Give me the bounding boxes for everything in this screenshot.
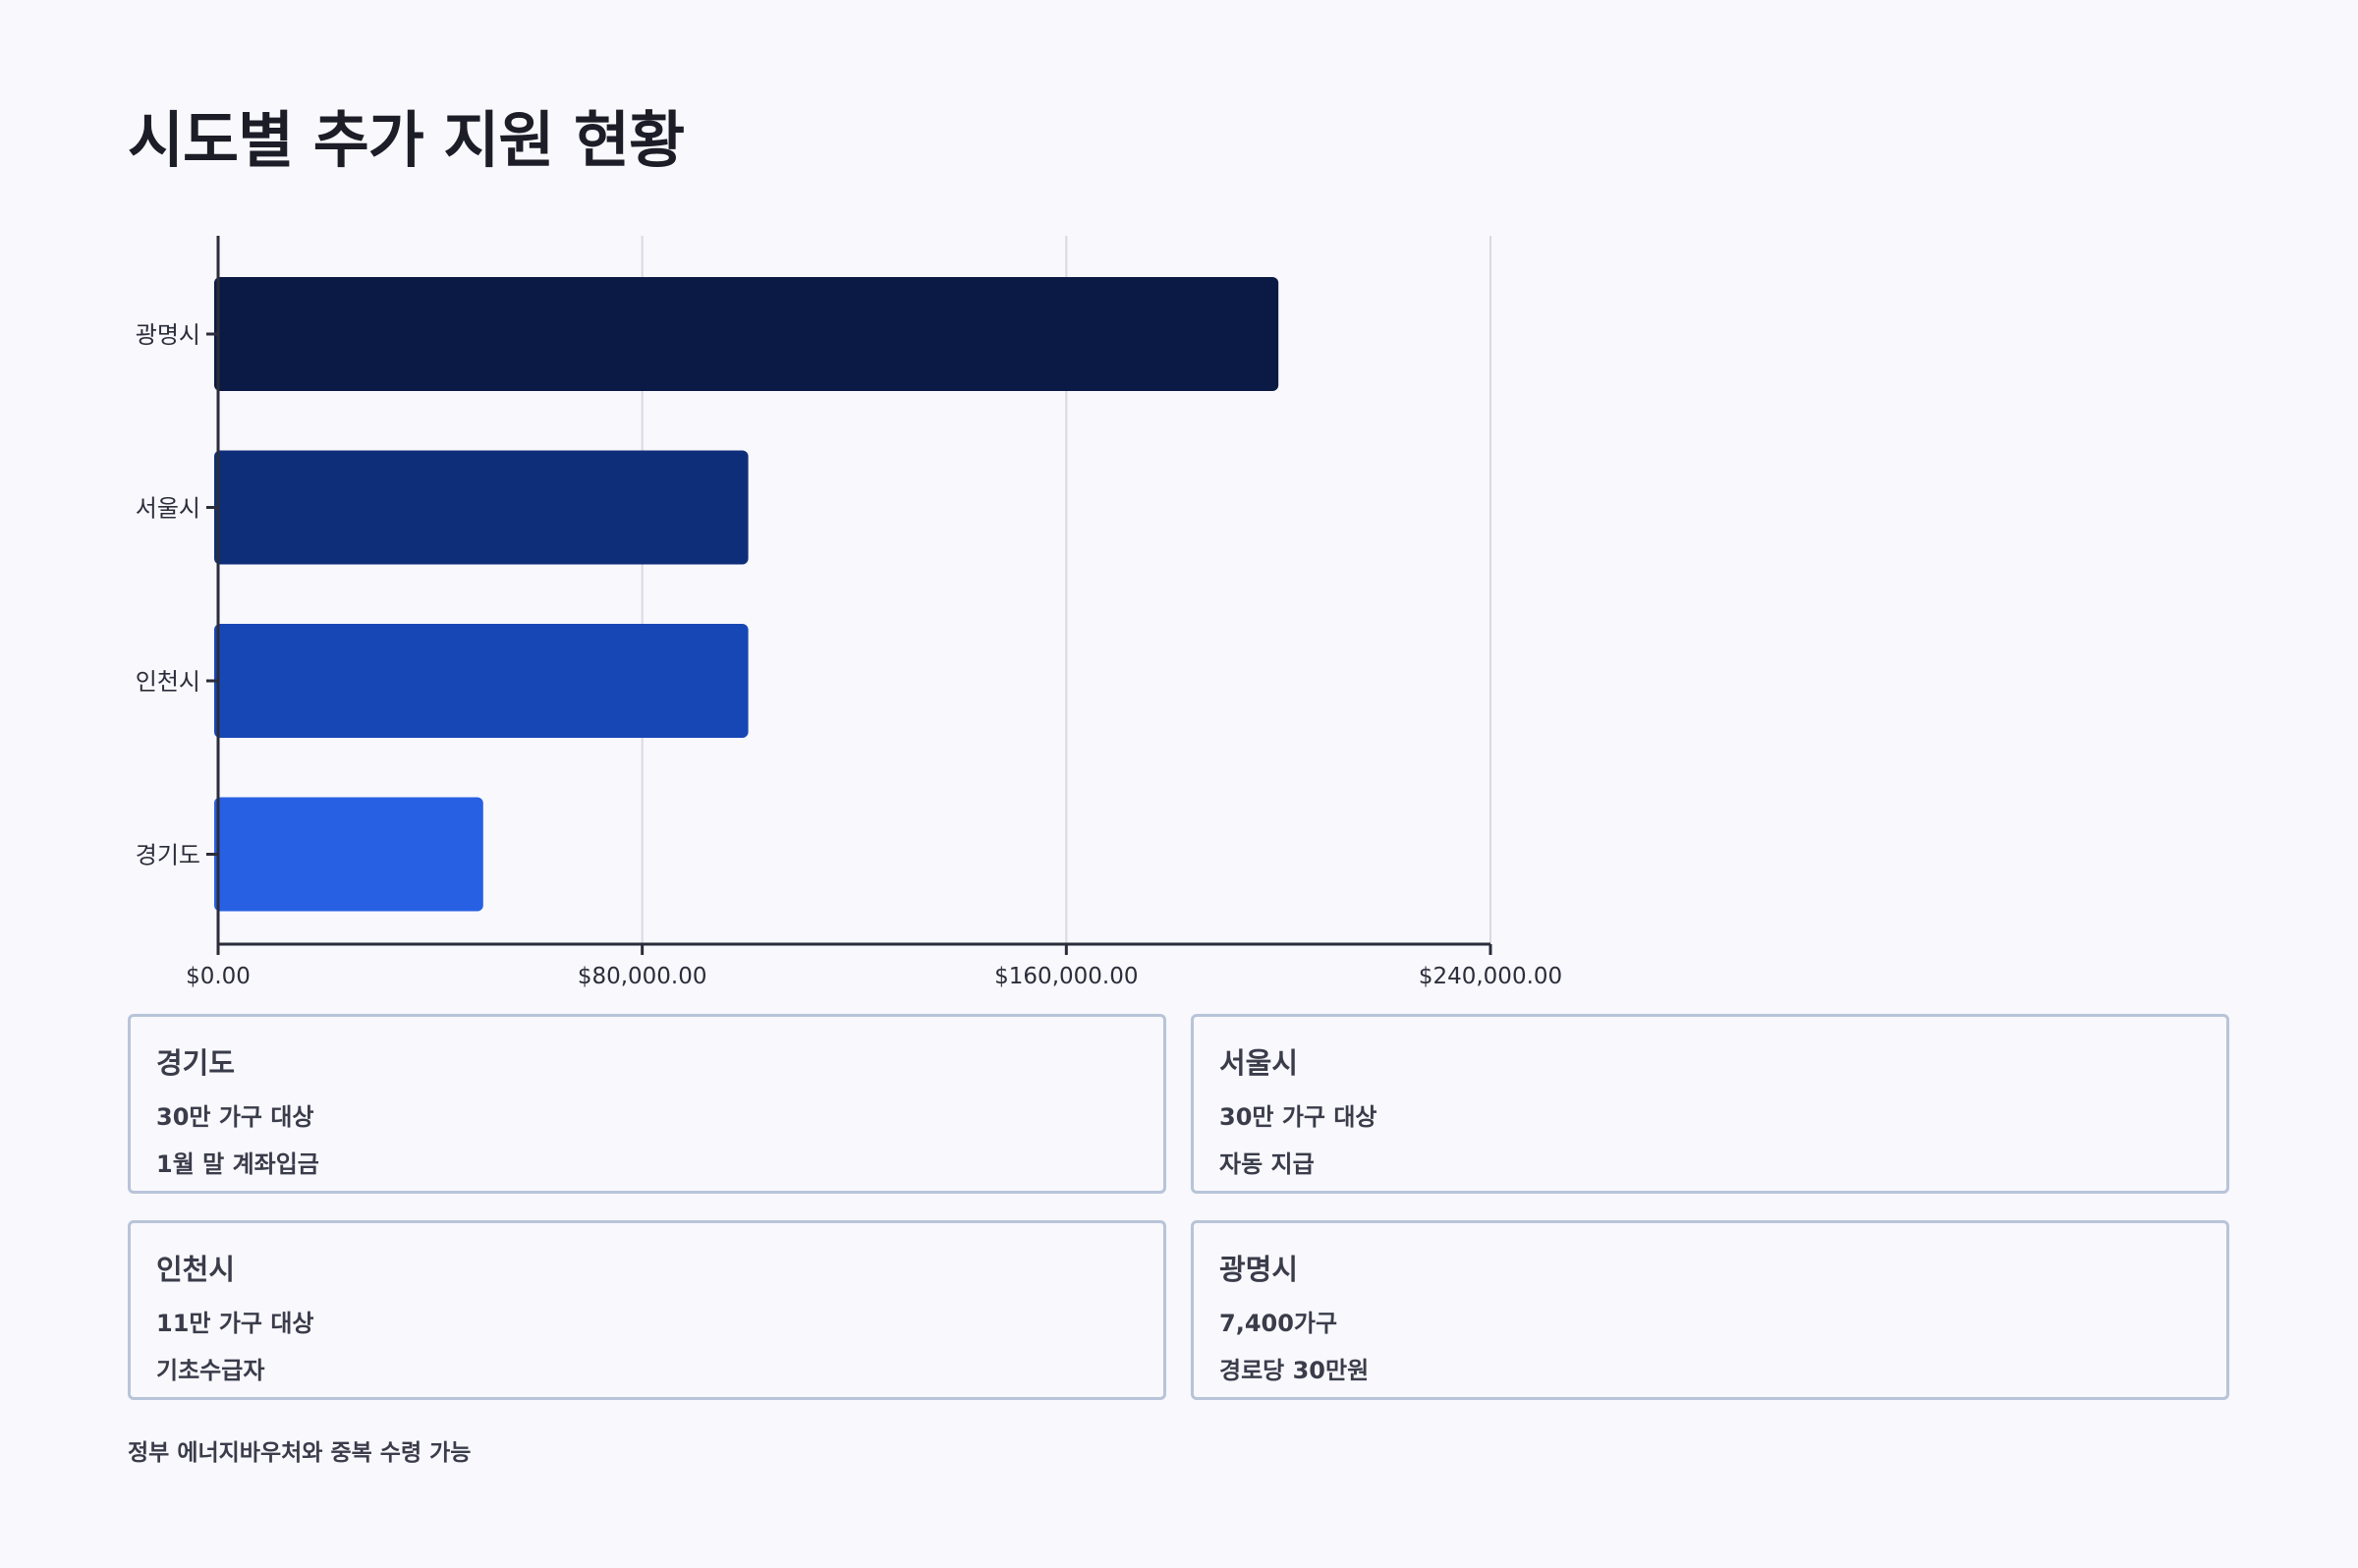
card-line: 30만 가구 대상 [1219, 1103, 1377, 1131]
card-line: 자동 지급 [1219, 1150, 1315, 1178]
card-title: 경기도 [156, 1046, 236, 1080]
card-title: 인천시 [156, 1253, 236, 1286]
card-title: 광명시 [1219, 1253, 1299, 1286]
y-tick-label: 서울시 [136, 495, 200, 523]
x-tick-label: $80,000.00 [578, 964, 707, 989]
footer-note: 정부 에너지바우처와 중복 수령 가능 [128, 1440, 472, 1466]
bar [214, 450, 749, 565]
card-line: 7,400가구 [1219, 1310, 1338, 1337]
y-tick-label: 인천시 [136, 668, 200, 696]
card-line: 경로당 30만원 [1219, 1357, 1370, 1384]
info-card-gwangmyeong: 광명시 7,400가구 경로당 30만원 [1191, 1220, 2229, 1400]
page-title: 시도별 추가 지원 현황 [128, 104, 685, 176]
card-line: 11만 가구 대상 [156, 1310, 314, 1337]
y-tick-label: 광명시 [136, 321, 200, 349]
card-line: 1월 말 계좌입금 [156, 1150, 319, 1178]
y-tick-label: 경기도 [136, 842, 200, 869]
info-card-incheon: 인천시 11만 가구 대상 기초수급자 [128, 1220, 1166, 1400]
bar [214, 624, 749, 738]
info-card-gyeonggi: 경기도 30만 가구 대상 1월 말 계좌입금 [128, 1014, 1166, 1194]
info-card-seoul: 서울시 30만 가구 대상 자동 지급 [1191, 1014, 2229, 1194]
card-title: 서울시 [1219, 1046, 1299, 1080]
x-tick-label: $160,000.00 [994, 964, 1138, 989]
x-tick-label: $0.00 [186, 964, 251, 989]
card-line: 30만 가구 대상 [156, 1103, 314, 1131]
bar [214, 797, 483, 912]
bar [214, 277, 1279, 391]
x-tick-label: $240,000.00 [1419, 964, 1562, 989]
card-line: 기초수급자 [156, 1357, 265, 1384]
